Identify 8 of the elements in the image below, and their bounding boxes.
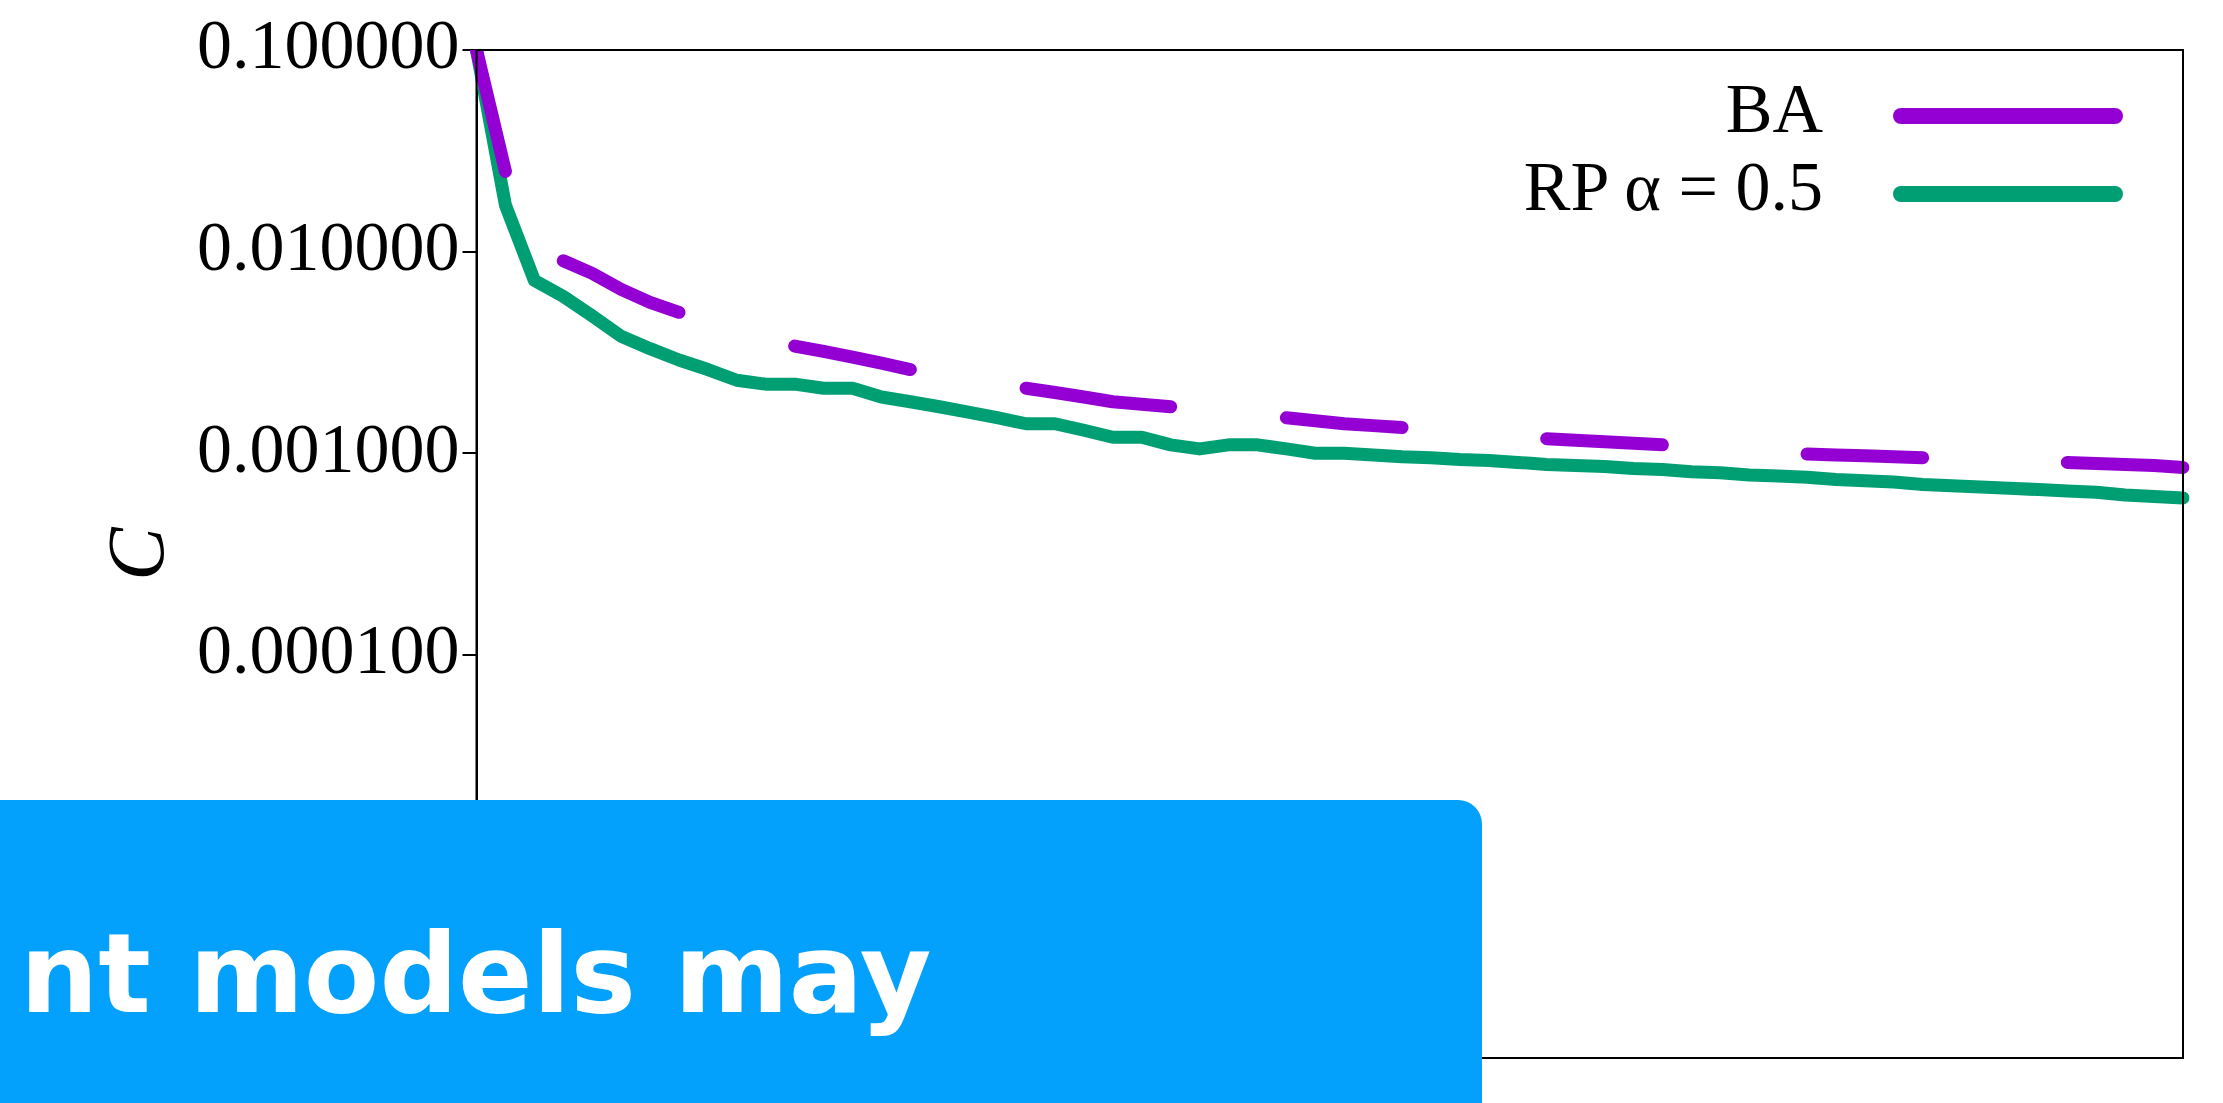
y-tick-label: 0.000100 bbox=[197, 611, 460, 689]
legend-label: BA bbox=[1725, 70, 1823, 147]
y-tick-label: 0.010000 bbox=[197, 207, 460, 285]
legend-label: RP α = 0.5 bbox=[1523, 148, 1823, 225]
text-banner: nt models may bbox=[0, 800, 1482, 1103]
y-axis-title: C bbox=[92, 525, 181, 581]
y-tick-label: 0.001000 bbox=[197, 409, 460, 487]
y-tick-label: 0.100000 bbox=[197, 6, 460, 84]
